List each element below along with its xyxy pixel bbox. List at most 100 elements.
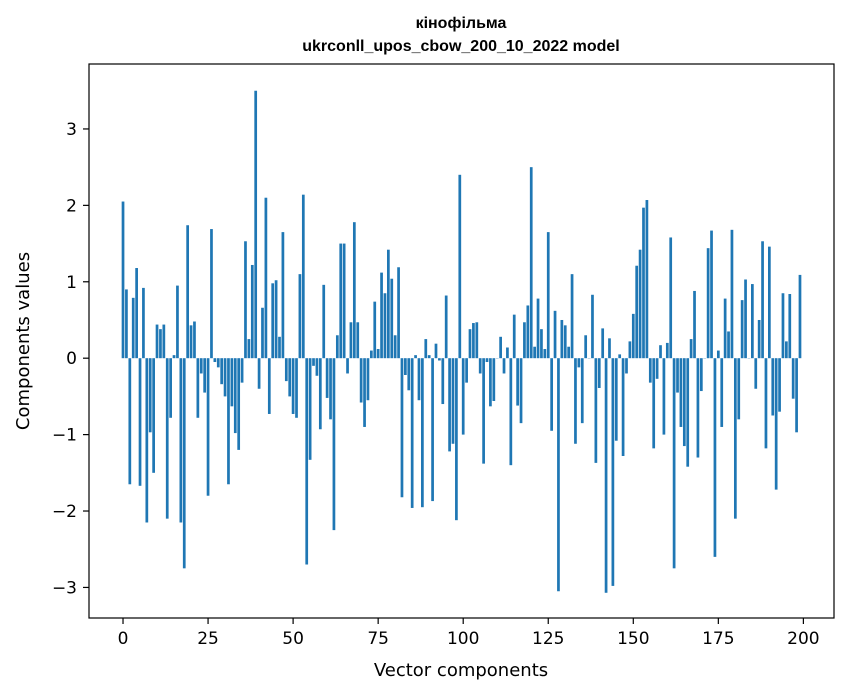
- bar: [543, 349, 547, 359]
- bar: [301, 194, 305, 359]
- bar: [424, 339, 428, 359]
- bar: [686, 358, 690, 467]
- bars-group: [121, 90, 802, 593]
- bar: [315, 358, 319, 376]
- bar: [584, 335, 588, 359]
- bar: [152, 358, 155, 473]
- bar: [267, 358, 271, 414]
- bar: [591, 294, 594, 359]
- bar: [720, 358, 724, 427]
- bar: [335, 335, 339, 359]
- bar: [536, 298, 540, 359]
- x-tick-label: 175: [702, 629, 734, 649]
- bar: [284, 358, 288, 382]
- bar: [318, 358, 322, 430]
- bar: [618, 354, 622, 359]
- bar: [240, 358, 244, 383]
- x-tick-label: 125: [532, 629, 564, 649]
- bar: [482, 358, 485, 464]
- bar: [625, 358, 628, 374]
- x-tick-label: 100: [447, 629, 479, 649]
- bar: [131, 297, 135, 359]
- bar: [356, 322, 360, 359]
- bar: [145, 358, 149, 523]
- bar: [352, 222, 356, 359]
- bar: [444, 295, 448, 359]
- bar: [233, 358, 237, 434]
- bar: [376, 349, 380, 359]
- bar: [485, 358, 489, 363]
- bar: [706, 248, 710, 359]
- x-axis-ticks: 0 25 50 75 100 125 150 175 200: [118, 618, 820, 649]
- chart-subtitle: ukrconll_upos_cbow_200_10_2022 model: [302, 38, 619, 55]
- bar: [165, 358, 169, 519]
- y-tick-label: 1: [66, 273, 77, 293]
- bar: [162, 324, 166, 359]
- plot-frame: [88, 63, 835, 619]
- bar: [492, 358, 496, 401]
- bar: [499, 336, 502, 359]
- bar: [737, 358, 741, 420]
- bar: [193, 321, 196, 359]
- bar: [611, 358, 615, 586]
- bar: [713, 358, 717, 557]
- bar: [781, 293, 785, 359]
- bar: [278, 336, 281, 359]
- bar: [608, 338, 611, 359]
- bar: [281, 232, 285, 359]
- bar: [247, 339, 251, 359]
- bar: [199, 358, 203, 374]
- bar: [516, 358, 519, 406]
- bar: [383, 293, 387, 359]
- bar: [672, 358, 676, 569]
- bar: [465, 358, 468, 383]
- bar: [196, 358, 200, 418]
- bar: [325, 358, 329, 398]
- bar: [478, 358, 482, 374]
- y-axis-ticks: −3 −2 −1 0 1 2 3: [52, 120, 89, 598]
- bar: [393, 335, 397, 359]
- bar: [363, 358, 366, 427]
- bar: [288, 358, 292, 397]
- bar: [441, 358, 445, 405]
- bar: [771, 358, 775, 416]
- bar: [227, 358, 230, 485]
- bar: [421, 358, 424, 508]
- bar: [455, 358, 458, 521]
- bar: [230, 358, 234, 407]
- bar: [679, 358, 683, 427]
- bar: [359, 358, 363, 403]
- bar: [597, 358, 601, 388]
- bar: [723, 298, 727, 359]
- bar: [506, 347, 509, 359]
- bar: [404, 358, 407, 375]
- bar: [540, 329, 543, 359]
- bar: [203, 358, 207, 393]
- bar: [169, 358, 172, 418]
- bar: [322, 284, 326, 359]
- bar: [594, 358, 598, 463]
- bar: [213, 358, 217, 363]
- bar: [380, 272, 383, 359]
- bar: [417, 358, 421, 401]
- bar: [635, 265, 639, 359]
- bar: [138, 358, 142, 486]
- bar: [580, 358, 584, 424]
- bar: [448, 358, 451, 452]
- bar: [339, 243, 343, 359]
- bar: [489, 358, 492, 407]
- bar: [798, 274, 802, 359]
- bar: [778, 358, 781, 412]
- bar: [791, 358, 795, 399]
- y-tick-label: 2: [66, 196, 77, 216]
- bar: [397, 267, 400, 359]
- bar: [305, 358, 309, 565]
- bar: [210, 229, 213, 359]
- bar: [472, 323, 475, 359]
- x-tick-label: 50: [282, 629, 304, 649]
- bar: [261, 307, 264, 359]
- bar: [274, 280, 278, 359]
- bar: [216, 358, 220, 368]
- bar: [148, 358, 152, 433]
